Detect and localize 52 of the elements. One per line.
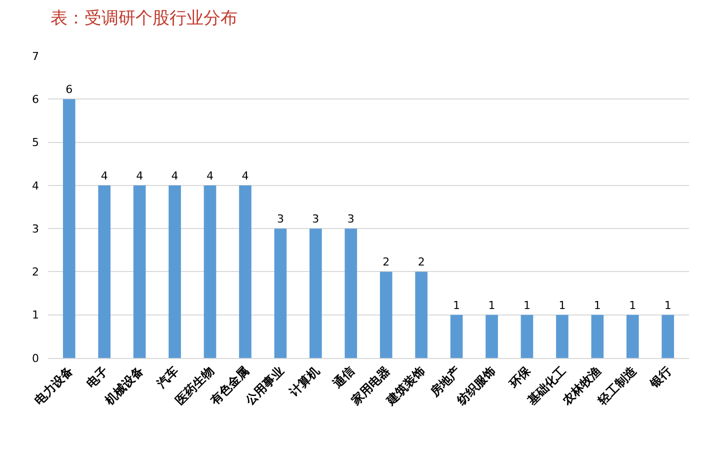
y-tick-label: 3: [32, 222, 39, 236]
x-tick-label: 电子: [84, 364, 111, 391]
data-label: 4: [242, 169, 249, 182]
x-tick-label: 银行: [646, 364, 674, 392]
bar: [310, 228, 322, 358]
bar: [662, 314, 674, 358]
bar: [520, 314, 534, 358]
data-label: 3: [276, 212, 284, 226]
data-label: 1: [558, 298, 566, 312]
bar: [344, 228, 358, 358]
x-tick-label: 计算机: [286, 364, 322, 400]
y-tick-label: 7: [32, 50, 39, 63]
bar: [133, 185, 146, 358]
data-label: 3: [347, 212, 354, 226]
bar: [486, 314, 498, 358]
y-tick-label: 1: [32, 308, 39, 322]
bar: [591, 314, 604, 358]
bar: [274, 228, 287, 358]
bar: [415, 272, 428, 358]
x-tick-label: 环保: [506, 363, 534, 392]
bar: [98, 185, 111, 358]
data-label: 4: [100, 169, 108, 182]
data-label: 6: [66, 83, 73, 96]
data-label: 1: [629, 298, 636, 312]
bar: [380, 272, 392, 358]
data-label: 1: [488, 298, 496, 312]
data-label: 3: [312, 212, 320, 226]
bar: [239, 185, 252, 358]
data-label: 4: [206, 169, 214, 182]
bar: [626, 314, 639, 358]
y-tick-label: 0: [32, 352, 39, 365]
data-label: 2: [382, 256, 390, 269]
data-label: 1: [453, 298, 460, 312]
y-tick-label: 6: [32, 92, 39, 106]
data-label: 4: [171, 169, 178, 182]
data-label: 1: [664, 298, 672, 312]
y-tick-label: 2: [32, 266, 39, 279]
data-label: 1: [523, 298, 530, 312]
bar: [168, 185, 181, 358]
y-tick-label: 4: [32, 179, 39, 192]
data-label: 4: [136, 169, 144, 182]
data-label: 1: [594, 298, 601, 312]
x-tick-label: 电力设备: [32, 364, 76, 408]
y-tick-label: 5: [32, 136, 39, 150]
x-tick-label: 通信: [330, 364, 358, 392]
data-label: 2: [418, 256, 425, 269]
x-tick-label: 汽车: [154, 364, 182, 392]
chart-title: 表：受调研个股行业分布: [50, 8, 238, 28]
bar: [556, 314, 568, 358]
bar: [204, 185, 216, 358]
bar: [62, 99, 76, 358]
bar: [450, 314, 463, 358]
